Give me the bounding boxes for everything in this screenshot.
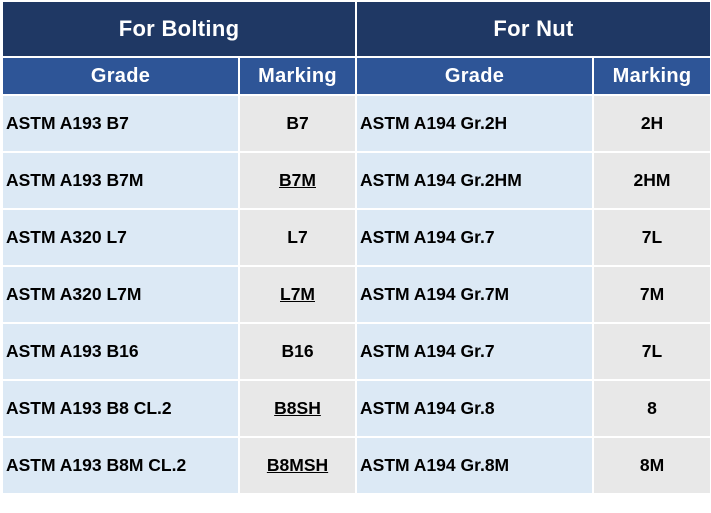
nut-grade-cell: ASTM A194 Gr.2HM	[355, 151, 595, 210]
table-row: ASTM A193 B7 B7 ASTM A194 Gr.2H 2H	[1, 94, 711, 153]
bolt-grade-cell: ASTM A193 B7M	[1, 151, 240, 210]
nut-grade-cell: ASTM A194 Gr.8	[355, 379, 595, 438]
nut-grade-cell: ASTM A194 Gr.7	[355, 208, 595, 267]
bolt-marking-text: B8SH	[274, 398, 321, 418]
nut-marking-header: Marking	[592, 56, 711, 96]
nut-marking-cell: 7L	[592, 322, 711, 381]
bolt-marking-cell: B8MSH	[237, 436, 358, 495]
nut-marking-cell: 8M	[592, 436, 711, 495]
bolt-marking-text: B8MSH	[266, 455, 329, 475]
nut-grade-header: Grade	[355, 56, 595, 96]
bolt-marking-text: B7M	[279, 170, 316, 190]
bolt-grade-header: Grade	[1, 56, 240, 96]
bolt-grade-cell: ASTM A320 L7	[1, 208, 240, 267]
nut-marking-cell: 7M	[592, 265, 711, 324]
bolt-marking-cell: L7	[237, 208, 358, 267]
nut-header: For Nut	[355, 0, 711, 58]
bolt-marking-cell: B7	[237, 94, 358, 153]
bolting-header: For Bolting	[0, 0, 358, 58]
table-row: ASTM A320 L7 L7 ASTM A194 Gr.7 7L	[1, 208, 711, 267]
nut-marking-cell: 7L	[592, 208, 711, 267]
bolt-marking-header: Marking	[237, 56, 358, 96]
column-header-row: Grade Marking Grade Marking	[1, 56, 711, 96]
bolt-grade-cell: ASTM A193 B8M CL.2	[1, 436, 240, 495]
nut-grade-cell: ASTM A194 Gr.7	[355, 322, 595, 381]
bolt-grade-cell: ASTM A193 B16	[1, 322, 240, 381]
table-row: ASTM A193 B16 B16 ASTM A194 Gr.7 7L	[1, 322, 711, 381]
nut-marking-cell: 2H	[592, 94, 711, 153]
bolt-grade-cell: ASTM A193 B8 CL.2	[1, 379, 240, 438]
bolt-marking-text: L7M	[280, 284, 315, 304]
table-row: ASTM A193 B8 CL.2 B8SH ASTM A194 Gr.8 8	[1, 379, 711, 438]
bolt-marking-cell: B8SH	[237, 379, 358, 438]
section-header-row: For Bolting For Nut	[0, 0, 711, 58]
table-row: ASTM A320 L7M L7M ASTM A194 Gr.7M 7M	[1, 265, 711, 324]
table-row: ASTM A193 B7M B7M ASTM A194 Gr.2HM 2HM	[1, 151, 711, 210]
bolt-marking-cell: L7M	[237, 265, 358, 324]
nut-marking-cell: 8	[592, 379, 711, 438]
bolt-grade-cell: ASTM A320 L7M	[1, 265, 240, 324]
table-row: ASTM A193 B8M CL.2 B8MSH ASTM A194 Gr.8M…	[1, 436, 711, 495]
marking-table: For Bolting For Nut Grade Marking Grade …	[0, 0, 711, 495]
bolt-grade-cell: ASTM A193 B7	[1, 94, 240, 153]
bolt-marking-cell: B7M	[237, 151, 358, 210]
nut-grade-cell: ASTM A194 Gr.8M	[355, 436, 595, 495]
nut-grade-cell: ASTM A194 Gr.7M	[355, 265, 595, 324]
nut-marking-cell: 2HM	[592, 151, 711, 210]
nut-grade-cell: ASTM A194 Gr.2H	[355, 94, 595, 153]
bolt-marking-cell: B16	[237, 322, 358, 381]
